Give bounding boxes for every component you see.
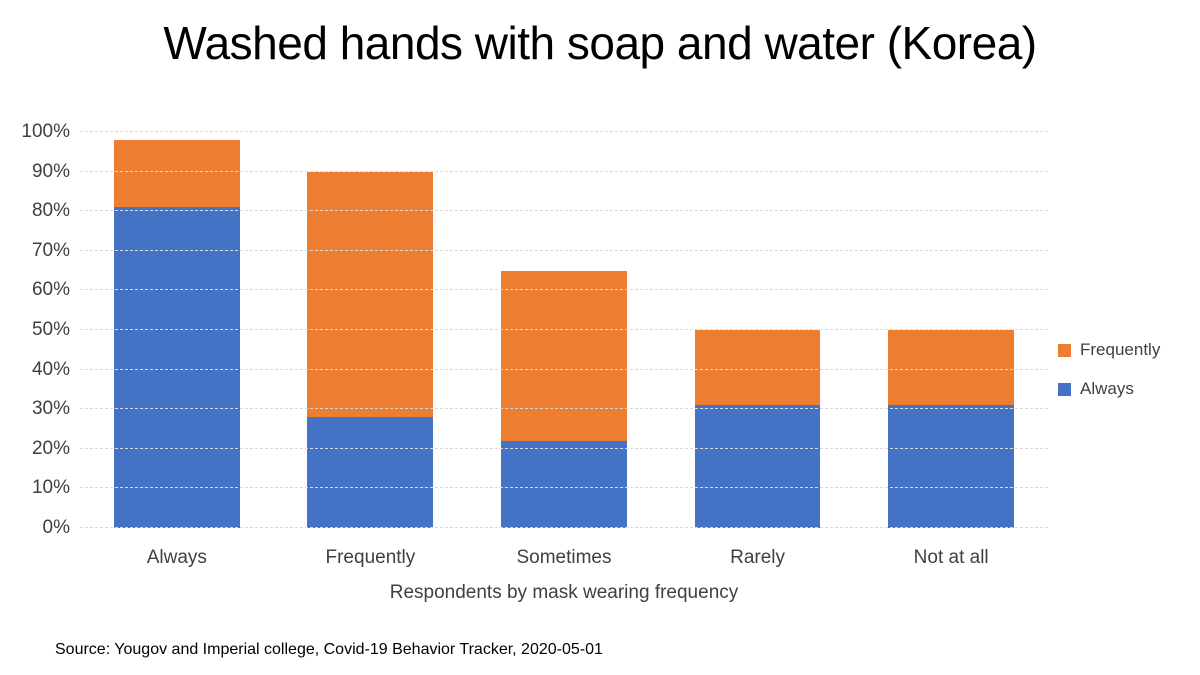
- bars-container: [80, 132, 1048, 528]
- segment-always-rarely: [694, 405, 821, 528]
- plot-area: [80, 131, 1048, 528]
- gridline: [80, 368, 1048, 370]
- legend: Frequently Always: [1058, 340, 1160, 399]
- y-tick-label: 20%: [31, 437, 70, 459]
- bar-slot-rarely: [661, 132, 855, 528]
- segment-frequently-frequently: [307, 171, 434, 418]
- gridline: [80, 447, 1048, 449]
- bar-slot-always: [80, 132, 274, 528]
- x-tick-label-sometimes: Sometimes: [516, 547, 612, 568]
- segment-always-frequently: [307, 417, 434, 528]
- gridline: [80, 210, 1048, 212]
- y-tick-label: 90%: [31, 160, 70, 182]
- bar-rarely: [694, 330, 821, 528]
- x-tick-label-not-at-all: Not at all: [913, 547, 989, 568]
- bar-slot-frequently: [274, 132, 468, 528]
- legend-item-always: Always: [1058, 379, 1160, 399]
- x-tick-label-frequently: Frequently: [325, 547, 416, 568]
- legend-label-always: Always: [1080, 379, 1134, 398]
- source-note: Source: Yougov and Imperial college, Cov…: [55, 641, 603, 658]
- legend-label-frequently: Frequently: [1080, 340, 1161, 359]
- y-tick-label: 50%: [31, 319, 70, 340]
- y-axis: 0% 10% 20% 30% 40% 50% 60% 70% 80% 90% 100%: [0, 121, 70, 538]
- segment-always-always: [113, 207, 240, 528]
- y-tick-label: 70%: [31, 239, 70, 261]
- y-tick-label: 40%: [31, 358, 70, 380]
- x-axis-title: Respondents by mask wearing frequency: [389, 582, 739, 603]
- x-tick-label-always: Always: [146, 547, 207, 568]
- legend-swatch-frequently: [1058, 343, 1071, 357]
- gridline: [80, 408, 1048, 410]
- x-axis: Always Frequently Sometimes Rarely Not at al…: [80, 547, 1048, 569]
- gridline: [80, 487, 1048, 489]
- y-tick-label: 100%: [21, 121, 70, 142]
- y-tick-label: 10%: [31, 477, 70, 499]
- y-tick-label: 60%: [31, 279, 70, 301]
- bar-not-at-all: [888, 330, 1015, 528]
- segment-always-sometimes: [501, 440, 627, 528]
- x-tick-label-rarely: Rarely: [730, 547, 786, 568]
- segment-frequently-rarely: [694, 330, 821, 406]
- gridline: [80, 289, 1048, 291]
- legend-swatch-always: [1058, 382, 1071, 396]
- y-tick-label: 80%: [31, 200, 70, 222]
- legend-item-frequently: Frequently: [1058, 340, 1160, 360]
- gridline: [80, 329, 1048, 330]
- segment-frequently-not-at-all: [888, 330, 1015, 406]
- segment-frequently-always: [113, 139, 240, 208]
- segment-frequently-sometimes: [501, 270, 627, 441]
- chart-title: Washed hands with soap and water (Korea): [163, 17, 1037, 69]
- bar-always: [113, 139, 240, 528]
- segment-always-not-at-all: [888, 405, 1015, 528]
- bar-frequently: [307, 171, 434, 528]
- y-tick-label: 30%: [31, 398, 70, 420]
- gridline: [80, 170, 1048, 172]
- gridline: [80, 527, 1048, 528]
- y-tick-label: 0%: [42, 517, 70, 538]
- bar-sometimes: [501, 270, 627, 528]
- gridline: [80, 249, 1048, 251]
- gridline: [80, 131, 1048, 132]
- bar-slot-not-at-all: [854, 132, 1048, 528]
- bar-slot-sometimes: [467, 132, 661, 528]
